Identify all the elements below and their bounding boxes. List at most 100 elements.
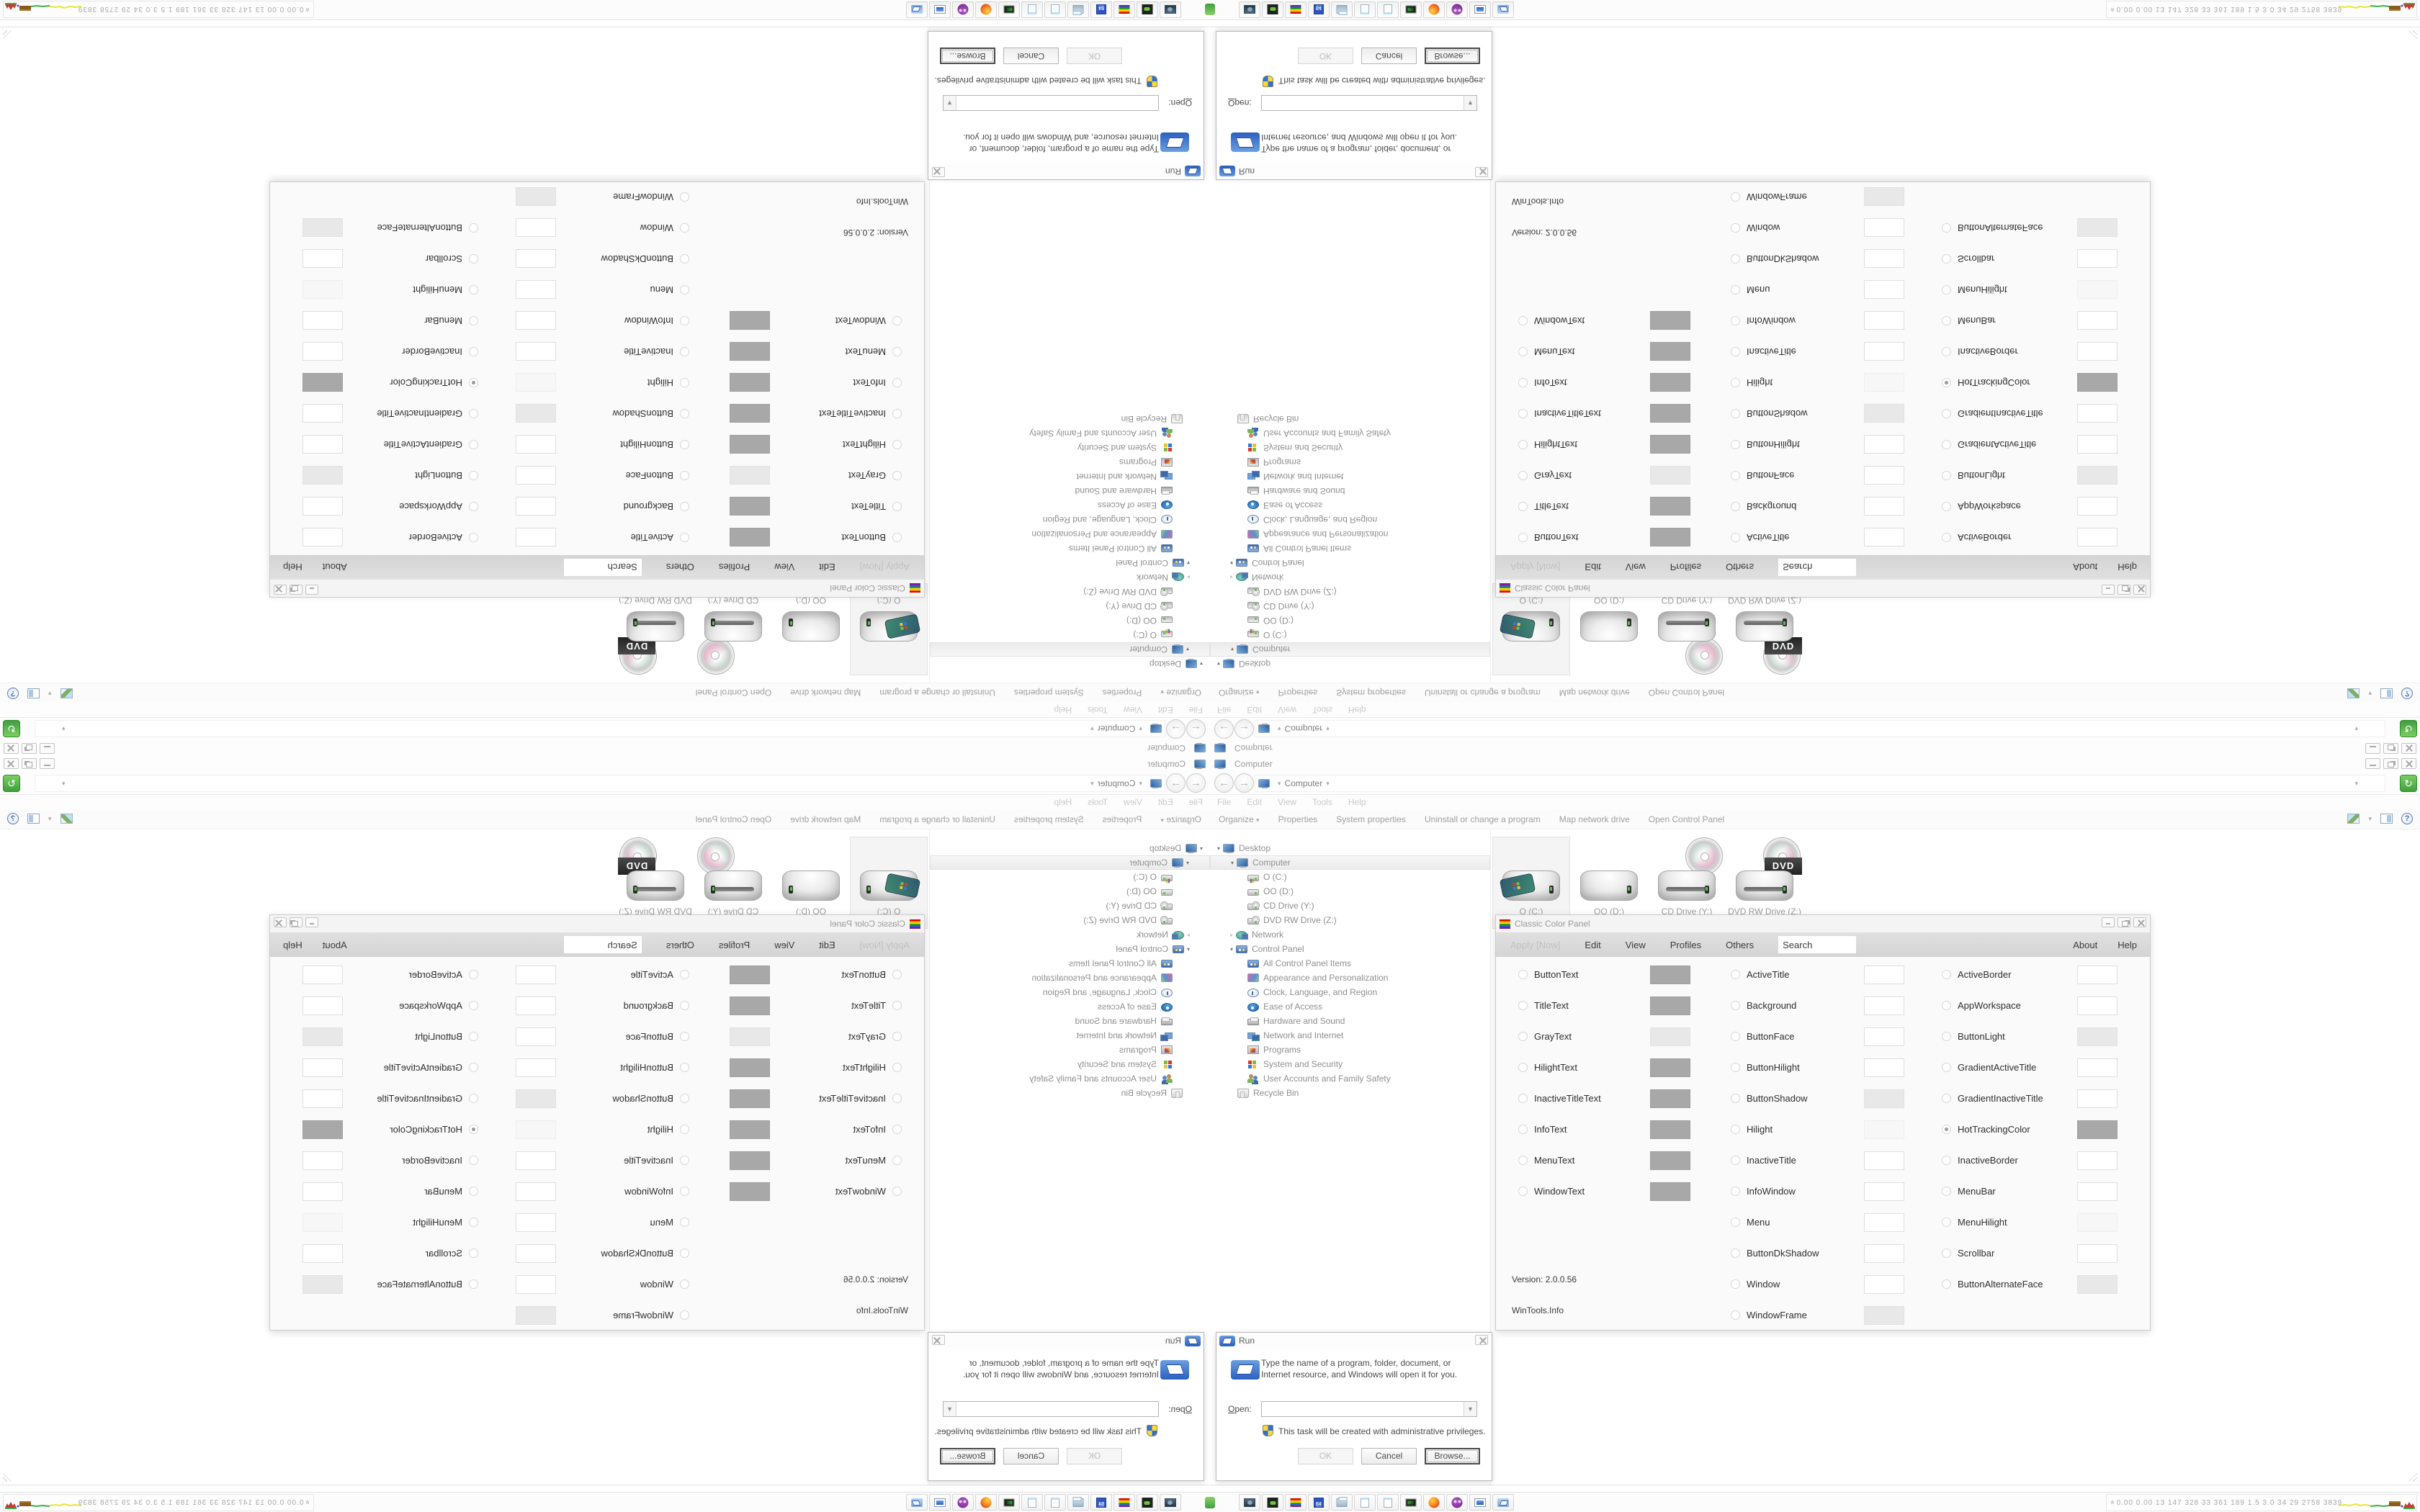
wintools-link[interactable]: WinTools.Info (1512, 197, 1564, 207)
tree-item-drive-c[interactable]: O (C:) (1210, 628, 1490, 642)
tree-item-network-internet[interactable]: Network and Internet (930, 1028, 1210, 1043)
radio-button[interactable] (469, 223, 478, 233)
taskbar-icon-notepad-2[interactable] (1377, 1494, 1399, 1511)
color-swatch[interactable] (516, 1120, 556, 1139)
radio-button[interactable] (1518, 1187, 1528, 1196)
taskbar-icon-pc-monitor[interactable] (929, 1, 951, 18)
views-icon[interactable] (2347, 688, 2360, 698)
color-swatch[interactable] (516, 528, 556, 547)
color-swatch[interactable] (1864, 1120, 1904, 1139)
radio-button[interactable] (1731, 1218, 1740, 1227)
restore-button[interactable] (22, 743, 37, 754)
color-swatch[interactable] (516, 965, 556, 984)
radio-button[interactable] (1942, 1248, 1951, 1258)
ccp-titlebar[interactable]: Classic Color Panel (270, 915, 924, 932)
radio-button[interactable] (1731, 316, 1740, 325)
menu-view[interactable]: View (1124, 797, 1142, 807)
toolbar-uninstall[interactable]: Uninstall or change a program (1424, 814, 1541, 824)
open-combobox[interactable]: ▼ (943, 95, 1159, 111)
color-swatch[interactable] (302, 435, 343, 454)
radio-button[interactable] (1731, 254, 1740, 264)
color-swatch[interactable] (1864, 342, 1904, 361)
color-swatch[interactable] (2077, 342, 2118, 361)
tree-item-appearance[interactable]: Appearance and Personalization (930, 527, 1210, 541)
forward-button[interactable]: → (1234, 719, 1254, 739)
cancel-button[interactable]: Cancel (1003, 48, 1059, 64)
color-swatch[interactable] (2077, 1058, 2118, 1077)
menu-profiles[interactable]: Profiles (1670, 939, 1702, 950)
color-swatch[interactable] (302, 373, 343, 392)
radio-button-selected[interactable] (469, 1125, 478, 1134)
close-icon[interactable] (932, 167, 945, 177)
radio-button[interactable] (1731, 1001, 1740, 1010)
radio-button[interactable] (680, 316, 689, 325)
tree-item-ease-of-access[interactable]: Ease of Access (1210, 498, 1490, 513)
apply-button[interactable]: Apply [Now] (859, 939, 910, 950)
color-swatch[interactable] (516, 466, 556, 485)
breadcrumb[interactable]: Computer (1097, 778, 1136, 788)
radio-button[interactable] (1731, 1279, 1740, 1289)
radio-button[interactable] (680, 1218, 689, 1227)
color-swatch[interactable] (730, 1089, 770, 1108)
color-swatch[interactable] (516, 435, 556, 454)
menu-about[interactable]: About (322, 939, 347, 950)
radio-button[interactable] (469, 1156, 478, 1165)
close-button[interactable] (2401, 758, 2416, 769)
radio-button[interactable] (1731, 409, 1740, 418)
tree-item-all-cpl-items[interactable]: All Control Panel Items (1210, 541, 1490, 556)
color-swatch[interactable] (302, 1274, 343, 1294)
radio-button[interactable] (469, 254, 478, 264)
color-swatch[interactable] (2077, 1274, 2118, 1294)
toolbar-properties[interactable]: Properties (1102, 814, 1142, 824)
taskbar-icon-run[interactable] (1492, 1494, 1514, 1511)
radio-button[interactable] (1942, 440, 1951, 449)
radio-button[interactable] (1518, 1063, 1528, 1072)
tree-item-drive-d[interactable]: OO (D:) (930, 884, 1210, 899)
resize-grip[interactable] (2407, 1472, 2417, 1482)
taskbar-icon-purple-owl[interactable] (952, 1494, 974, 1511)
tree-item-hardware-sound[interactable]: Hardware and Sound (930, 1014, 1210, 1028)
toolbar-uninstall[interactable]: Uninstall or change a program (879, 688, 996, 698)
expander-icon[interactable]: ▸ (1229, 931, 1233, 938)
radio-button[interactable] (1942, 285, 1951, 294)
radio-button[interactable] (680, 1310, 689, 1320)
taskbar-icon-firefox[interactable] (1423, 1, 1445, 18)
tree-item-drive-d[interactable]: OO (D:) (930, 613, 1210, 628)
drive-item-c[interactable]: O (C:) (1492, 837, 1570, 929)
color-swatch[interactable] (1864, 1151, 1904, 1170)
chevron-down-icon[interactable]: ▾ (1326, 725, 1330, 733)
taskbar-icon-disc-burner[interactable] (1262, 1494, 1283, 1511)
color-swatch[interactable] (1864, 1027, 1904, 1046)
menu-file[interactable]: File (1217, 705, 1232, 715)
toolbar-organize[interactable]: Organize ▾ (1160, 814, 1201, 824)
preview-pane-icon[interactable] (27, 814, 40, 824)
chevron-down-icon[interactable]: ▼ (944, 96, 956, 110)
color-swatch[interactable] (2077, 996, 2118, 1015)
radio-button[interactable] (1942, 502, 1951, 511)
apply-button[interactable]: Apply [Now] (1510, 562, 1561, 573)
radio-button[interactable] (1518, 1001, 1528, 1010)
radio-button[interactable] (1942, 1032, 1951, 1041)
run-titlebar[interactable]: Run (1216, 163, 1492, 179)
toolbar-open-control-panel[interactable]: Open Control Panel (695, 814, 772, 824)
menu-edit[interactable]: Edit (1157, 705, 1173, 715)
tree-item-control-panel[interactable]: ▾ Control Panel (930, 942, 1210, 956)
radio-button[interactable] (892, 1001, 902, 1010)
radio-button[interactable] (1518, 347, 1528, 356)
expander-icon[interactable]: ▾ (1216, 660, 1220, 667)
menu-help[interactable]: Help (2118, 562, 2137, 573)
color-swatch[interactable] (302, 466, 343, 485)
tree-item-system-security[interactable]: System and Security (1210, 441, 1490, 455)
tree-item-ease-of-access[interactable]: Ease of Access (1210, 999, 1490, 1014)
search-input[interactable] (563, 936, 642, 953)
tree-item-user-accounts[interactable]: User Accounts and Family Safety (1210, 426, 1490, 441)
radio-button[interactable] (469, 1001, 478, 1010)
color-swatch[interactable] (2077, 280, 2118, 300)
tree-item-programs[interactable]: Programs (1210, 1043, 1490, 1057)
search-input[interactable] (1778, 936, 1857, 953)
taskbar-icon-disc-burner[interactable] (1137, 1, 1158, 18)
radio-button[interactable] (892, 440, 902, 449)
tree-item-computer[interactable]: ▾ Computer (930, 642, 1210, 657)
toolbar-organize[interactable]: Organize ▾ (1160, 688, 1201, 698)
color-swatch[interactable] (1650, 497, 1690, 516)
